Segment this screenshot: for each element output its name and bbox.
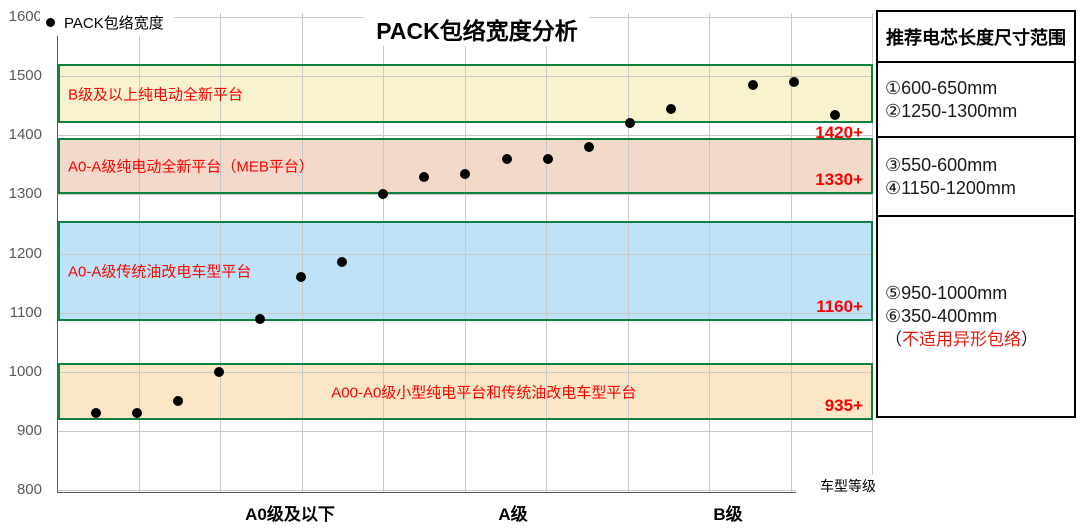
x-axis-line <box>57 492 875 493</box>
panel-item: ⑥350-400mm <box>885 306 998 326</box>
series-marker-icon <box>46 18 55 27</box>
series-legend-label: PACK包络宽度 <box>64 15 164 32</box>
band-label: A0-A级纯电动全新平台（MEB平台） <box>68 158 314 176</box>
panel-note-paren: ） <box>1021 330 1038 349</box>
x-category-label: A级 <box>498 505 528 524</box>
band-label: A00-A0级小型纯电平台和传统油改电车型平台 <box>331 384 637 402</box>
scatter-point <box>255 313 266 324</box>
band: A00-A0级小型纯电平台和传统油改电车型平台 935+ <box>58 362 873 421</box>
panel-item: ⑤950-1000mm <box>885 283 1008 303</box>
v-gridline <box>383 13 384 492</box>
panel-note-paren: （ <box>885 330 902 349</box>
v-gridline <box>464 13 466 492</box>
scatter-point <box>788 77 799 87</box>
scatter-point <box>829 109 840 120</box>
v-gridline <box>627 13 629 492</box>
y-tick-label: 900 <box>16 421 42 439</box>
scatter-point <box>132 408 143 419</box>
band-label: A0-A级传统油改电车型平台 <box>68 263 252 281</box>
x-axis-title: 车型等级 <box>796 475 878 497</box>
scatter-point <box>501 153 512 164</box>
y-tick-label: 1400 <box>8 126 42 144</box>
band-label: B级及以上纯电动全新平台 <box>68 86 244 104</box>
y-tick-label: 1600 <box>8 8 42 25</box>
y-tick-label: 1200 <box>8 244 42 262</box>
band-threshold-label: 1420+ <box>815 123 863 143</box>
x-category-label: B级 <box>713 505 743 524</box>
y-tick-label: 1000 <box>8 362 42 380</box>
v-gridline <box>138 13 140 492</box>
panel-row-platform-small: ⑤950-1000mm ⑥350-400mm （不适用异形包络） <box>878 217 1074 416</box>
y-tick-label: 1300 <box>8 185 42 203</box>
series-legend: PACK包络宽度 <box>40 9 174 36</box>
v-gridline <box>220 13 221 492</box>
scatter-point <box>624 118 635 129</box>
band-fill <box>58 220 873 322</box>
panel-item: ③550-600mm <box>885 154 998 175</box>
recommendation-panel: 推荐电芯长度尺寸范围 ①600-650mm ②1250-1300mm ③550-… <box>876 10 1076 418</box>
panel-row-platform-meb: ③550-600mm ④1150-1200mm <box>878 138 1074 217</box>
panel-title: 推荐电芯长度尺寸范围 <box>878 12 1074 63</box>
v-gridline <box>301 13 303 492</box>
panel-item: ④1150-1200mm <box>885 177 1016 198</box>
scatter-point <box>91 408 101 419</box>
x-category-label: A0级及以下 <box>245 505 335 524</box>
scatter-point <box>337 257 348 268</box>
y-tick-label: 1100 <box>9 303 42 321</box>
y-tick-label: 1500 <box>8 67 42 85</box>
panel-note-text: 不适用异形包络 <box>902 330 1021 349</box>
panel-note: （不适用异形包络） <box>885 328 1074 351</box>
v-gridline <box>709 13 710 492</box>
band-threshold-label: 1330+ <box>815 170 863 190</box>
band: B级及以上纯电动全新平台 1420+ <box>58 64 873 142</box>
scatter-point <box>665 103 676 114</box>
v-gridline <box>790 13 792 492</box>
band-fill <box>58 138 873 195</box>
band-threshold-label: 935+ <box>824 396 863 416</box>
scatter-point <box>583 142 594 153</box>
panel-item: ①600-650mm <box>885 77 998 98</box>
scatter-point <box>542 153 553 164</box>
y-axis-line <box>57 13 58 492</box>
y-tick-label: 800 <box>16 481 42 498</box>
scatter-point <box>747 80 758 90</box>
scatter-point <box>460 168 471 179</box>
panel-item: ②1250-1300mm <box>885 100 1018 121</box>
band-threshold-label: 1160+ <box>816 297 863 317</box>
panel-row-platform-new-b: ①600-650mm ②1250-1300mm <box>878 63 1074 138</box>
band: A0-A级传统油改电车型平台 1160+ <box>58 220 873 322</box>
band: A0-A级纯电动全新平台（MEB平台） 1330+ <box>58 138 873 195</box>
chart-title: PACK包络宽度分析 <box>364 12 590 46</box>
scatter-point <box>378 189 389 200</box>
band-fill <box>58 64 873 124</box>
scatter-point <box>296 272 307 283</box>
scatter-point <box>173 396 184 407</box>
scatter-point <box>214 366 225 377</box>
scatter-point <box>419 171 430 182</box>
v-gridline <box>546 13 547 492</box>
